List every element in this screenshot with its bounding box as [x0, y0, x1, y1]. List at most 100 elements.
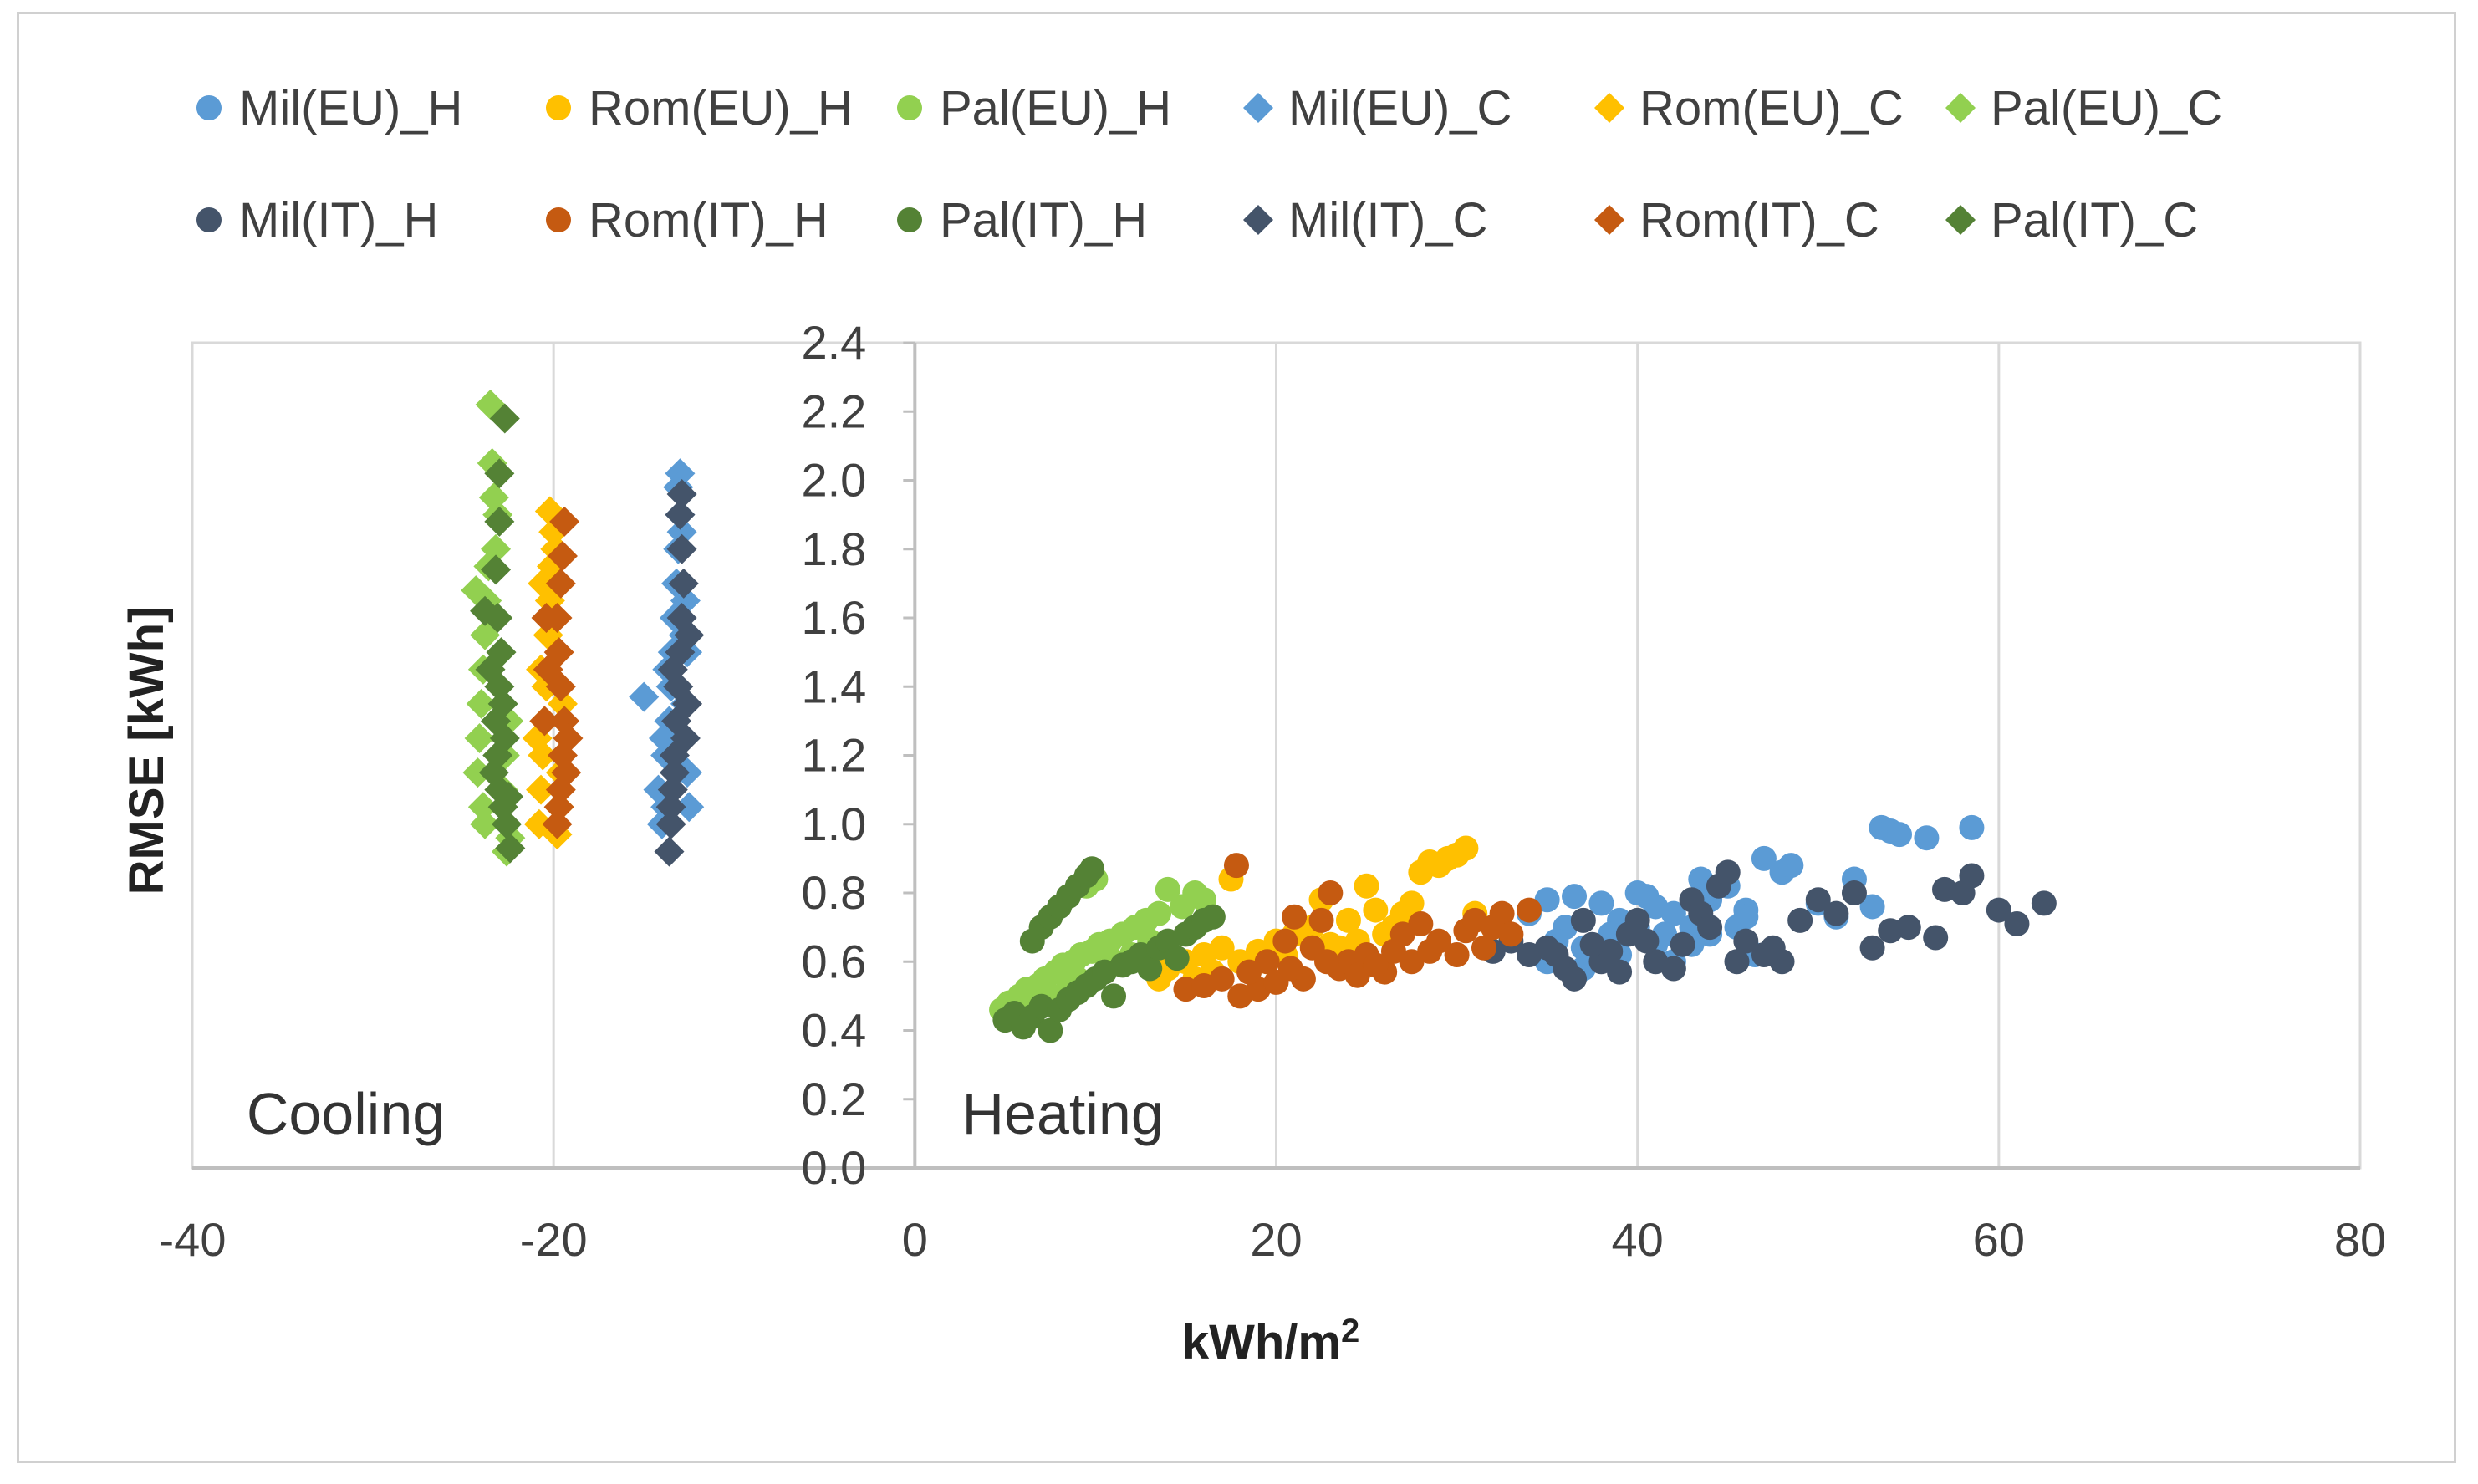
data-point [464, 722, 495, 753]
legend-marker [546, 95, 571, 120]
data-point [533, 654, 563, 685]
data-point [493, 781, 524, 812]
data-point [466, 688, 497, 719]
y-axis-title: RMSE [kWh] [120, 607, 174, 895]
data-point [495, 833, 526, 864]
data-point [1778, 853, 1804, 879]
data-point [478, 757, 509, 788]
data-point [1272, 928, 1298, 954]
data-point [1914, 825, 1940, 851]
legend-marker [1243, 93, 1273, 123]
data-point [654, 836, 685, 867]
legend-label: Pal(EU)_H [940, 81, 1171, 135]
data-point [487, 688, 518, 719]
data-point [467, 792, 498, 823]
data-point [1986, 897, 2011, 923]
legend-marker [897, 95, 922, 120]
series-Mil(EU)_H [1517, 814, 1985, 982]
y-tick-label: 0.8 [801, 866, 866, 919]
data-point [470, 595, 501, 626]
data-point [1959, 814, 1985, 840]
data-point [549, 506, 580, 537]
data-point [1805, 887, 1831, 913]
legend-marker [546, 207, 571, 232]
legend-marker [1243, 205, 1273, 235]
data-point [666, 517, 697, 548]
data-point [1634, 928, 1660, 954]
data-point [674, 792, 705, 823]
data-point [1543, 942, 1569, 968]
legend-label: Pal(IT)_H [940, 193, 1147, 247]
data-point [1079, 856, 1105, 882]
data-point [528, 568, 558, 599]
data-point [484, 458, 515, 489]
legend-label: Rom(IT)_H [589, 193, 829, 247]
data-point [1579, 931, 1605, 957]
data-point [657, 654, 688, 685]
data-point [674, 620, 705, 650]
data-point [1498, 921, 1524, 947]
data-point [1425, 928, 1451, 954]
data-point [1562, 966, 1588, 992]
x-tick-label: -20 [520, 1213, 588, 1266]
region-label-cooling: Cooling [247, 1081, 445, 1146]
x-axis-title: kWh/m2 [1182, 1313, 1359, 1369]
data-point [665, 499, 696, 530]
x-tick-label: 40 [1612, 1213, 1664, 1266]
legend-marker [1594, 205, 1624, 235]
series-Mil(IT)_C [654, 478, 705, 867]
legend-marker [196, 207, 222, 232]
data-point [659, 757, 690, 788]
data-point [1209, 966, 1235, 992]
axes [192, 341, 2360, 1170]
data-point [1751, 845, 1777, 871]
data-point [1841, 880, 1867, 905]
data-point [1236, 959, 1262, 985]
data-point [657, 774, 688, 805]
data-point [1624, 907, 1650, 933]
legend-marker [897, 207, 922, 232]
data-point [1715, 859, 1741, 885]
y-tick-label: 0.4 [801, 1004, 866, 1057]
data-point [1471, 935, 1496, 961]
legend-label: Pal(IT)_C [1991, 193, 2198, 247]
data-point [1697, 915, 1723, 941]
series-Rom(IT)_C [529, 506, 584, 839]
data-point [1399, 890, 1425, 916]
data-point [1363, 952, 1389, 978]
data-point [1318, 880, 1344, 905]
data-point [1223, 853, 1249, 879]
data-point [1453, 835, 1479, 861]
legend-marker [1945, 205, 1976, 235]
legend-label: Rom(EU)_H [589, 81, 853, 135]
legend-label: Rom(IT)_C [1639, 193, 1879, 247]
legend-label: Mil(EU)_H [239, 81, 462, 135]
data-point [1570, 907, 1596, 933]
data-point [1335, 907, 1361, 933]
data-point [481, 554, 512, 585]
x-tick-label: 20 [1250, 1213, 1302, 1266]
data-point [1308, 907, 1334, 933]
legend-label: Mil(IT)_C [1288, 193, 1487, 247]
data-point [1733, 928, 1759, 954]
data-point [1733, 904, 1759, 930]
data-point [1408, 911, 1434, 937]
data-point [475, 654, 506, 685]
x-tick-label: 80 [2334, 1213, 2386, 1266]
data-point [1282, 904, 1308, 930]
data-point [1146, 900, 1172, 926]
data-point [1923, 925, 1949, 951]
data-point [489, 722, 520, 753]
data-point [1038, 1017, 1063, 1043]
data-point [1517, 897, 1542, 923]
y-tick-label: 1.0 [801, 798, 866, 850]
data-point [670, 722, 701, 753]
data-point [1277, 956, 1303, 982]
data-point [551, 757, 582, 788]
x-tick-label: 0 [902, 1213, 928, 1266]
y-tick-label: 1.2 [801, 729, 866, 782]
y-tick-label: 0.0 [801, 1141, 866, 1194]
data-point [1724, 949, 1750, 975]
data-point [2031, 890, 2057, 916]
y-tick-label: 1.6 [801, 591, 866, 644]
